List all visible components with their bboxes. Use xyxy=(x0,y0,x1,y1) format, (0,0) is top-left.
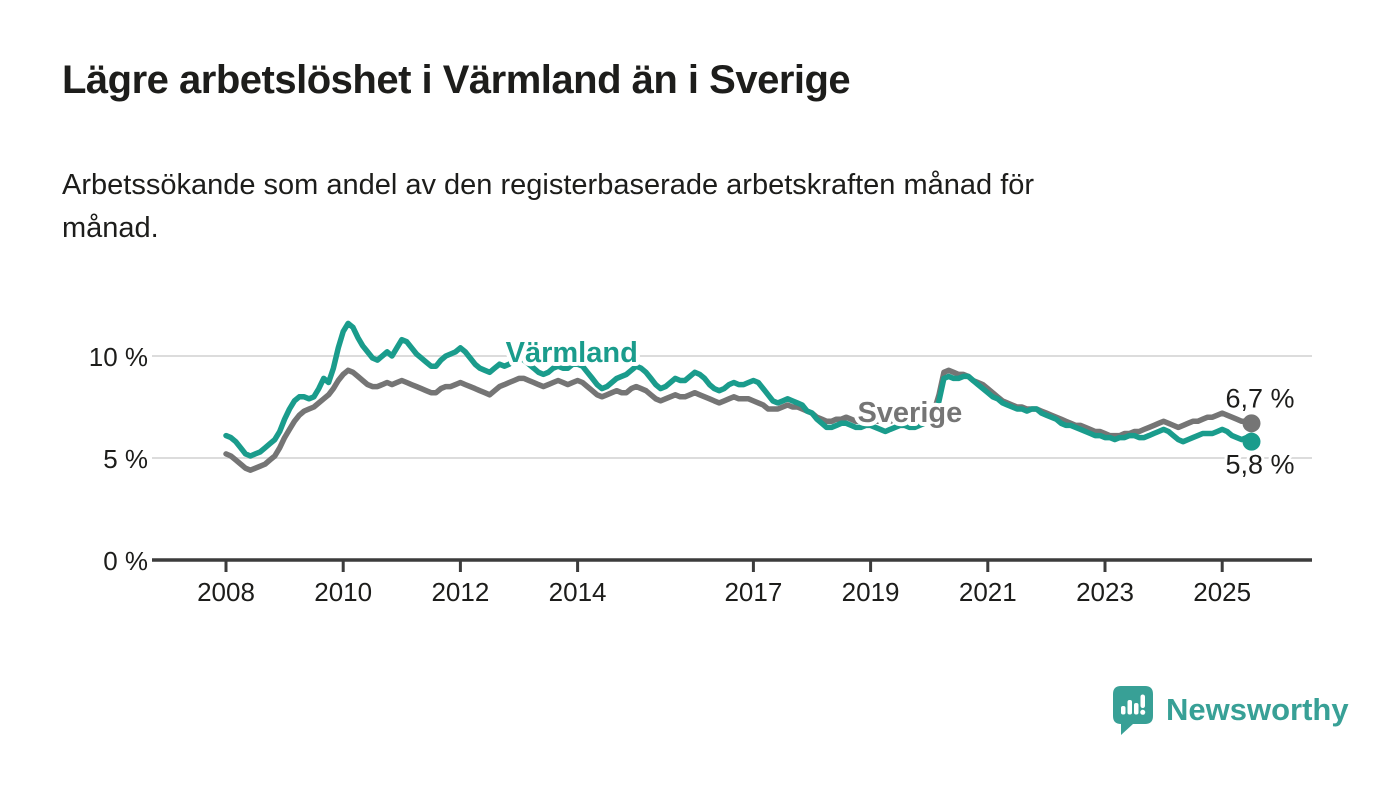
logo-bar-tall xyxy=(1127,700,1132,715)
series-line-sverige xyxy=(223,367,1255,473)
series-label-värmland: Värmland xyxy=(506,337,638,369)
x-tick-label-2008: 2008 xyxy=(197,577,255,607)
newsworthy-logo-icon xyxy=(1113,686,1153,735)
end-value-label-sverige: 6,7 % xyxy=(1226,383,1295,413)
logo-exclamation-stem xyxy=(1140,694,1145,708)
logo-bar-short xyxy=(1121,706,1126,715)
newsworthy-logo: Newsworthy xyxy=(1113,686,1349,736)
page-title: Lägre arbetslöshet i Värmland än i Sveri… xyxy=(62,58,851,102)
y-tick-label-0: 0 % xyxy=(103,546,148,576)
y-tick-label-10: 10 % xyxy=(89,342,148,372)
logo-bar-medium xyxy=(1134,703,1139,715)
x-tick-label-2025: 2025 xyxy=(1193,577,1251,607)
end-value-label-värmland: 5,8 % xyxy=(1226,450,1295,480)
x-tick-label-2012: 2012 xyxy=(431,577,489,607)
page-subtitle: Arbetssökande som andel av den registerb… xyxy=(62,169,1035,244)
x-tick-label-2010: 2010 xyxy=(314,577,372,607)
logo-exclamation-dot xyxy=(1140,709,1146,715)
x-tick-label-2021: 2021 xyxy=(959,577,1017,607)
x-tick-label-2017: 2017 xyxy=(724,577,782,607)
x-tick-label-2014: 2014 xyxy=(549,577,607,607)
series-label-sverige: Sverige xyxy=(857,397,962,429)
end-dot-värmland xyxy=(1242,432,1261,451)
x-tick-label-2019: 2019 xyxy=(842,577,900,607)
y-tick-label-5: 5 % xyxy=(103,444,148,474)
x-tick-label-2023: 2023 xyxy=(1076,577,1134,607)
end-dot-sverige xyxy=(1242,414,1261,433)
series-line-värmland xyxy=(223,320,1255,459)
newsworthy-logo-text: Newsworthy xyxy=(1166,692,1349,727)
